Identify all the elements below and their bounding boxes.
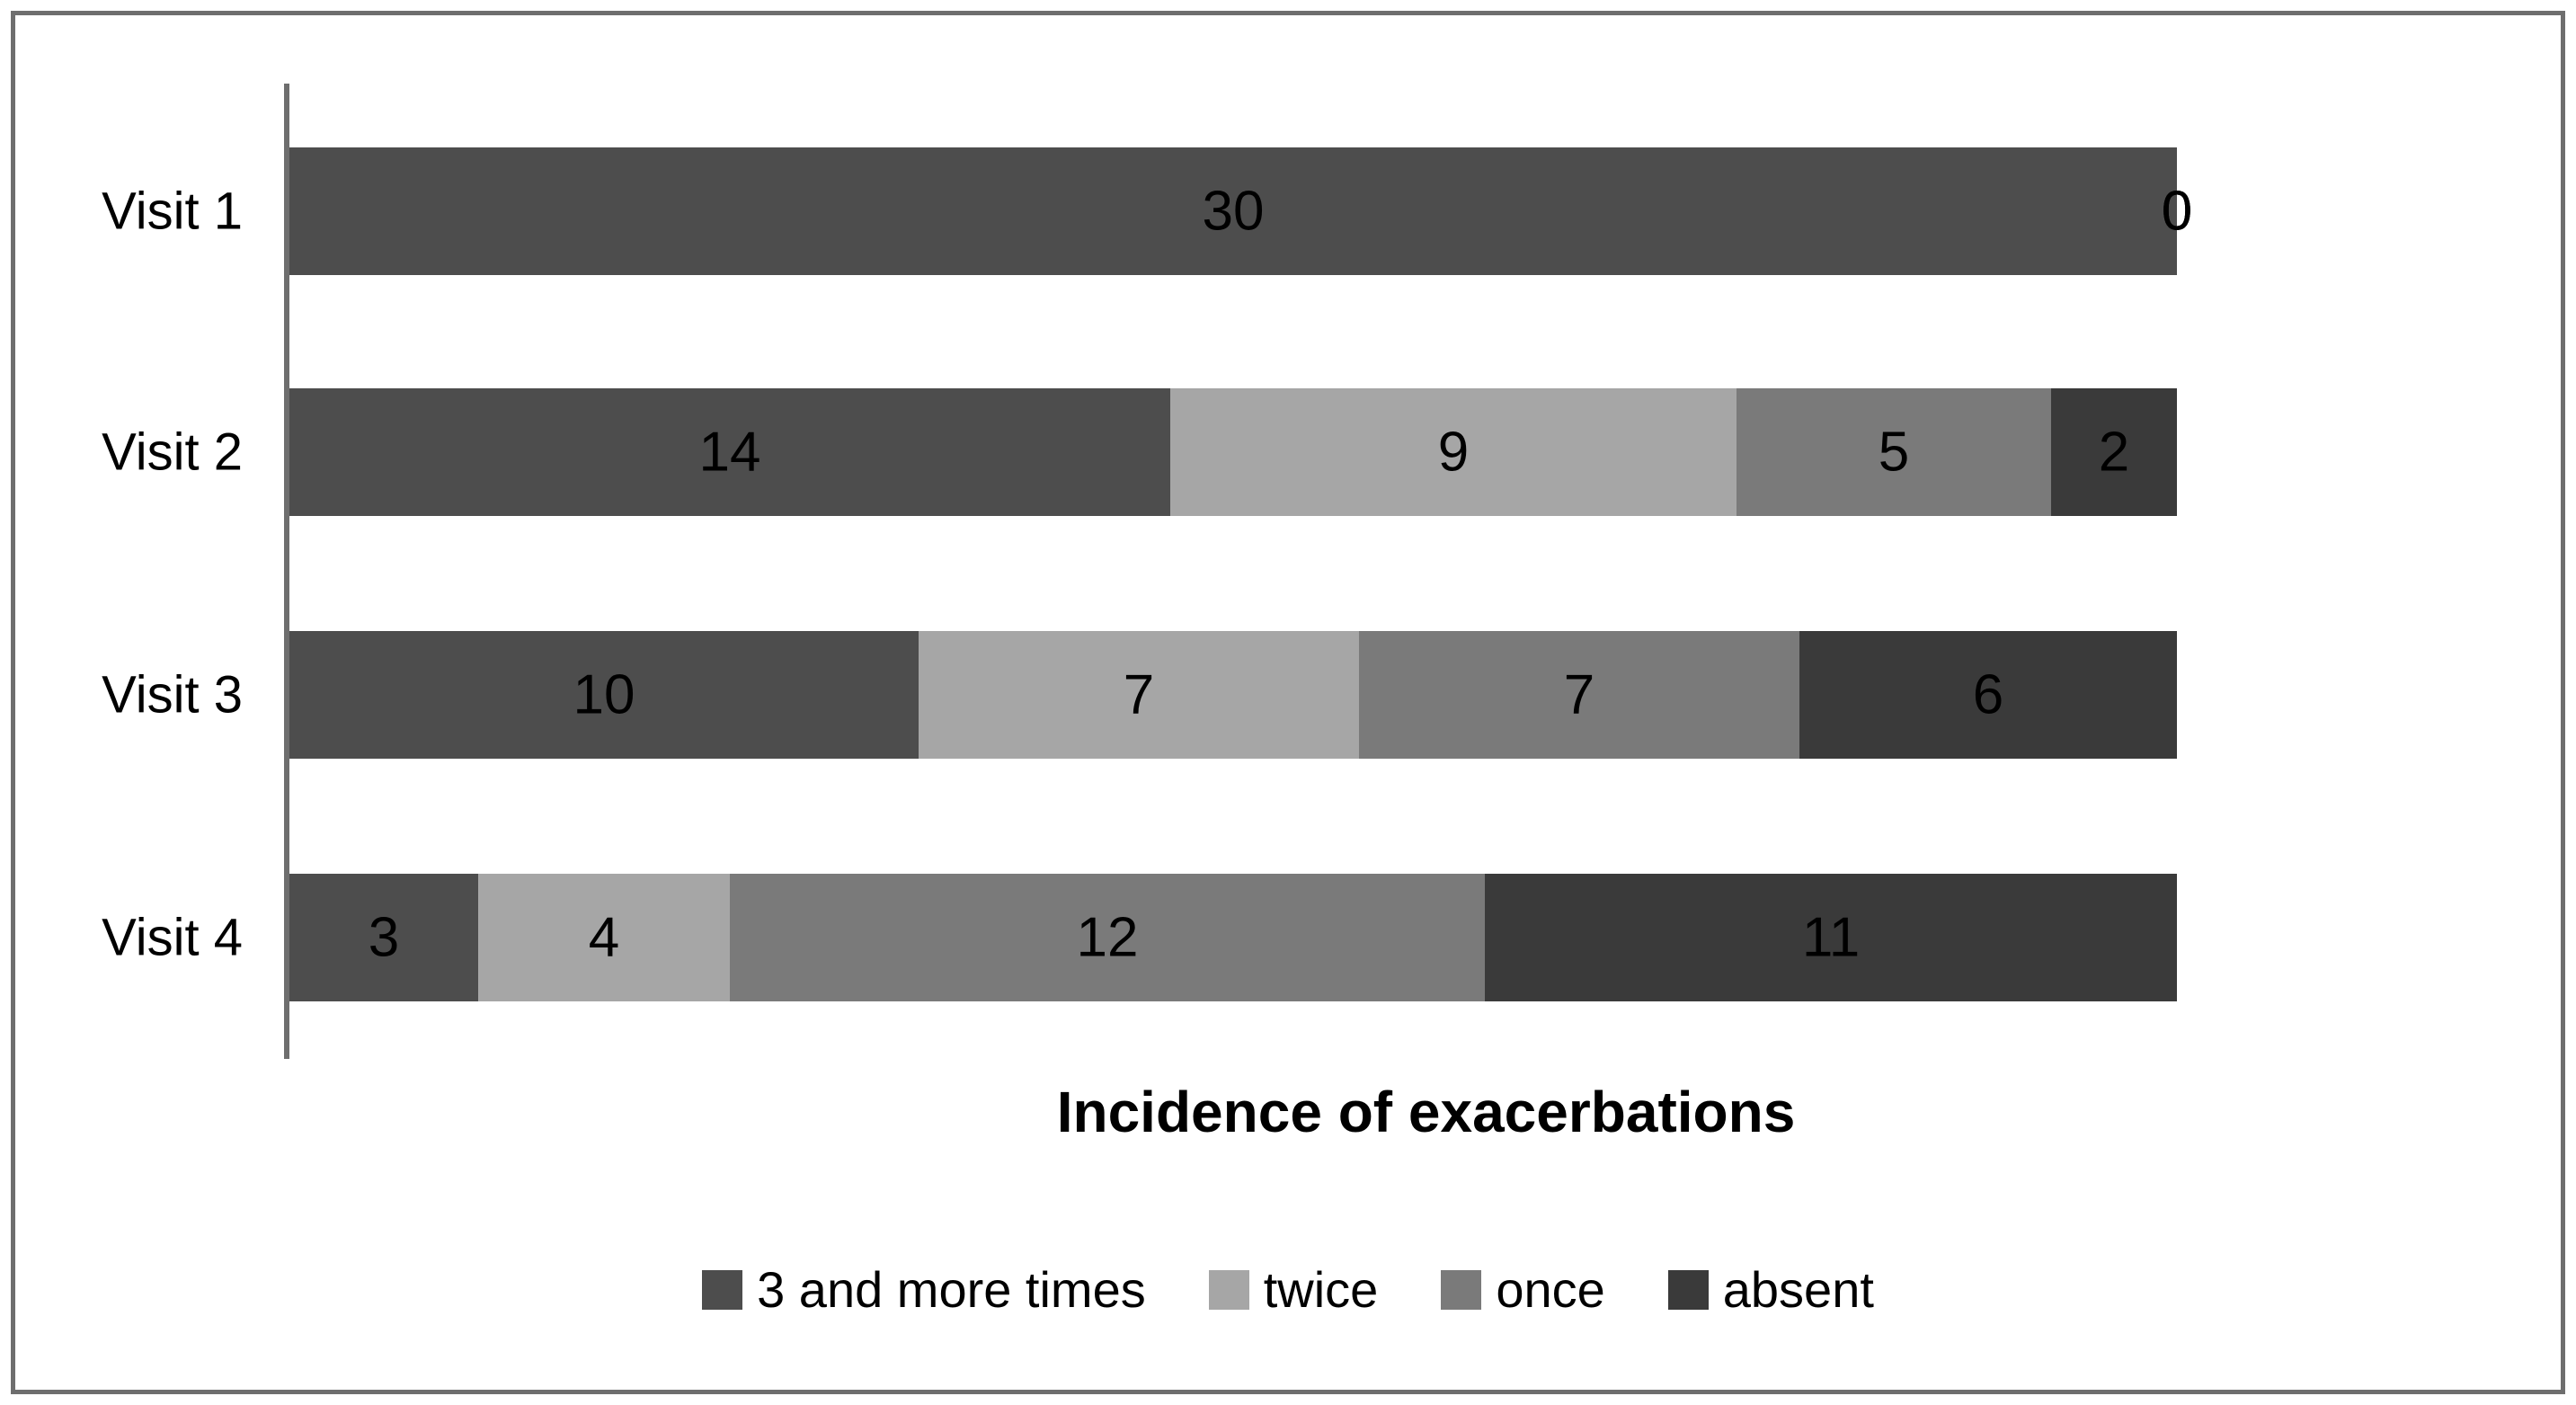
bar-value-label: 0	[2161, 180, 2193, 243]
bar-row: 3 4 12 11	[289, 874, 2177, 1001]
bar-segment: 2	[2051, 388, 2177, 516]
legend-label: twice	[1263, 1261, 1379, 1318]
legend-item: once	[1441, 1260, 1605, 1319]
axis-title: Incidence of exacerbations	[1056, 1080, 1796, 1144]
legend-swatch	[1667, 1269, 1709, 1310]
legend-label: absent	[1722, 1261, 1874, 1318]
bar-segment: 12	[730, 874, 1485, 1001]
bar-segment: 3	[289, 874, 478, 1001]
bar-value-label: 3	[368, 906, 400, 969]
bar-value-label: 2	[2098, 421, 2130, 484]
legend: 3 and more times twice once absent	[0, 1260, 2576, 1319]
bar-segment: 30	[289, 147, 2177, 275]
bar-value-label: 6	[1972, 663, 2004, 726]
bar-row: 14 9 5 2	[289, 388, 2177, 516]
bar-segment: 9	[1170, 388, 1737, 516]
category-label: Visit 4	[102, 908, 243, 967]
legend-item: 3 and more times	[702, 1260, 1146, 1319]
legend-swatch	[1208, 1269, 1249, 1310]
legend-item: absent	[1667, 1260, 1874, 1319]
legend-swatch	[1441, 1269, 1482, 1310]
bar-value-label: 11	[1801, 906, 1861, 969]
bar-value-label: 5	[1878, 421, 1910, 484]
bar-value-label: 0	[2161, 180, 2193, 243]
bar-segment: 6	[1799, 631, 2177, 759]
bar-segment: 10	[289, 631, 919, 759]
bar-segment: 14	[289, 388, 1170, 516]
category-label: Visit 1	[102, 182, 243, 241]
bar-value-label: 10	[573, 663, 635, 726]
bar-value-label: 4	[588, 906, 620, 969]
category-label: Visit 3	[102, 665, 243, 725]
bar-row: 30 0 0 0	[289, 147, 2192, 275]
bar-value-label: 14	[698, 421, 761, 484]
legend-label: 3 and more times	[757, 1261, 1146, 1318]
bar-value-label: 0	[2161, 180, 2193, 243]
category-label: Visit 2	[102, 422, 243, 482]
bar-segment: 11	[1485, 874, 2177, 1001]
bar-segment: 7	[919, 631, 1359, 759]
bar-value-label: 30	[1202, 180, 1265, 243]
bar-value-label: 7	[1123, 663, 1155, 726]
legend-label: once	[1496, 1261, 1605, 1318]
legend-item: twice	[1208, 1260, 1379, 1319]
bar-value-label: 12	[1076, 906, 1139, 969]
y-axis-line	[284, 84, 289, 1059]
bar-segment: 5	[1737, 388, 2051, 516]
bar-segment: 7	[1359, 631, 1799, 759]
bar-value-label: 9	[1437, 421, 1470, 484]
bar-segment: 4	[478, 874, 730, 1001]
legend-swatch	[702, 1269, 743, 1310]
bar-value-label: 7	[1563, 663, 1595, 726]
bar-row: 10 7 7 6	[289, 631, 2177, 759]
